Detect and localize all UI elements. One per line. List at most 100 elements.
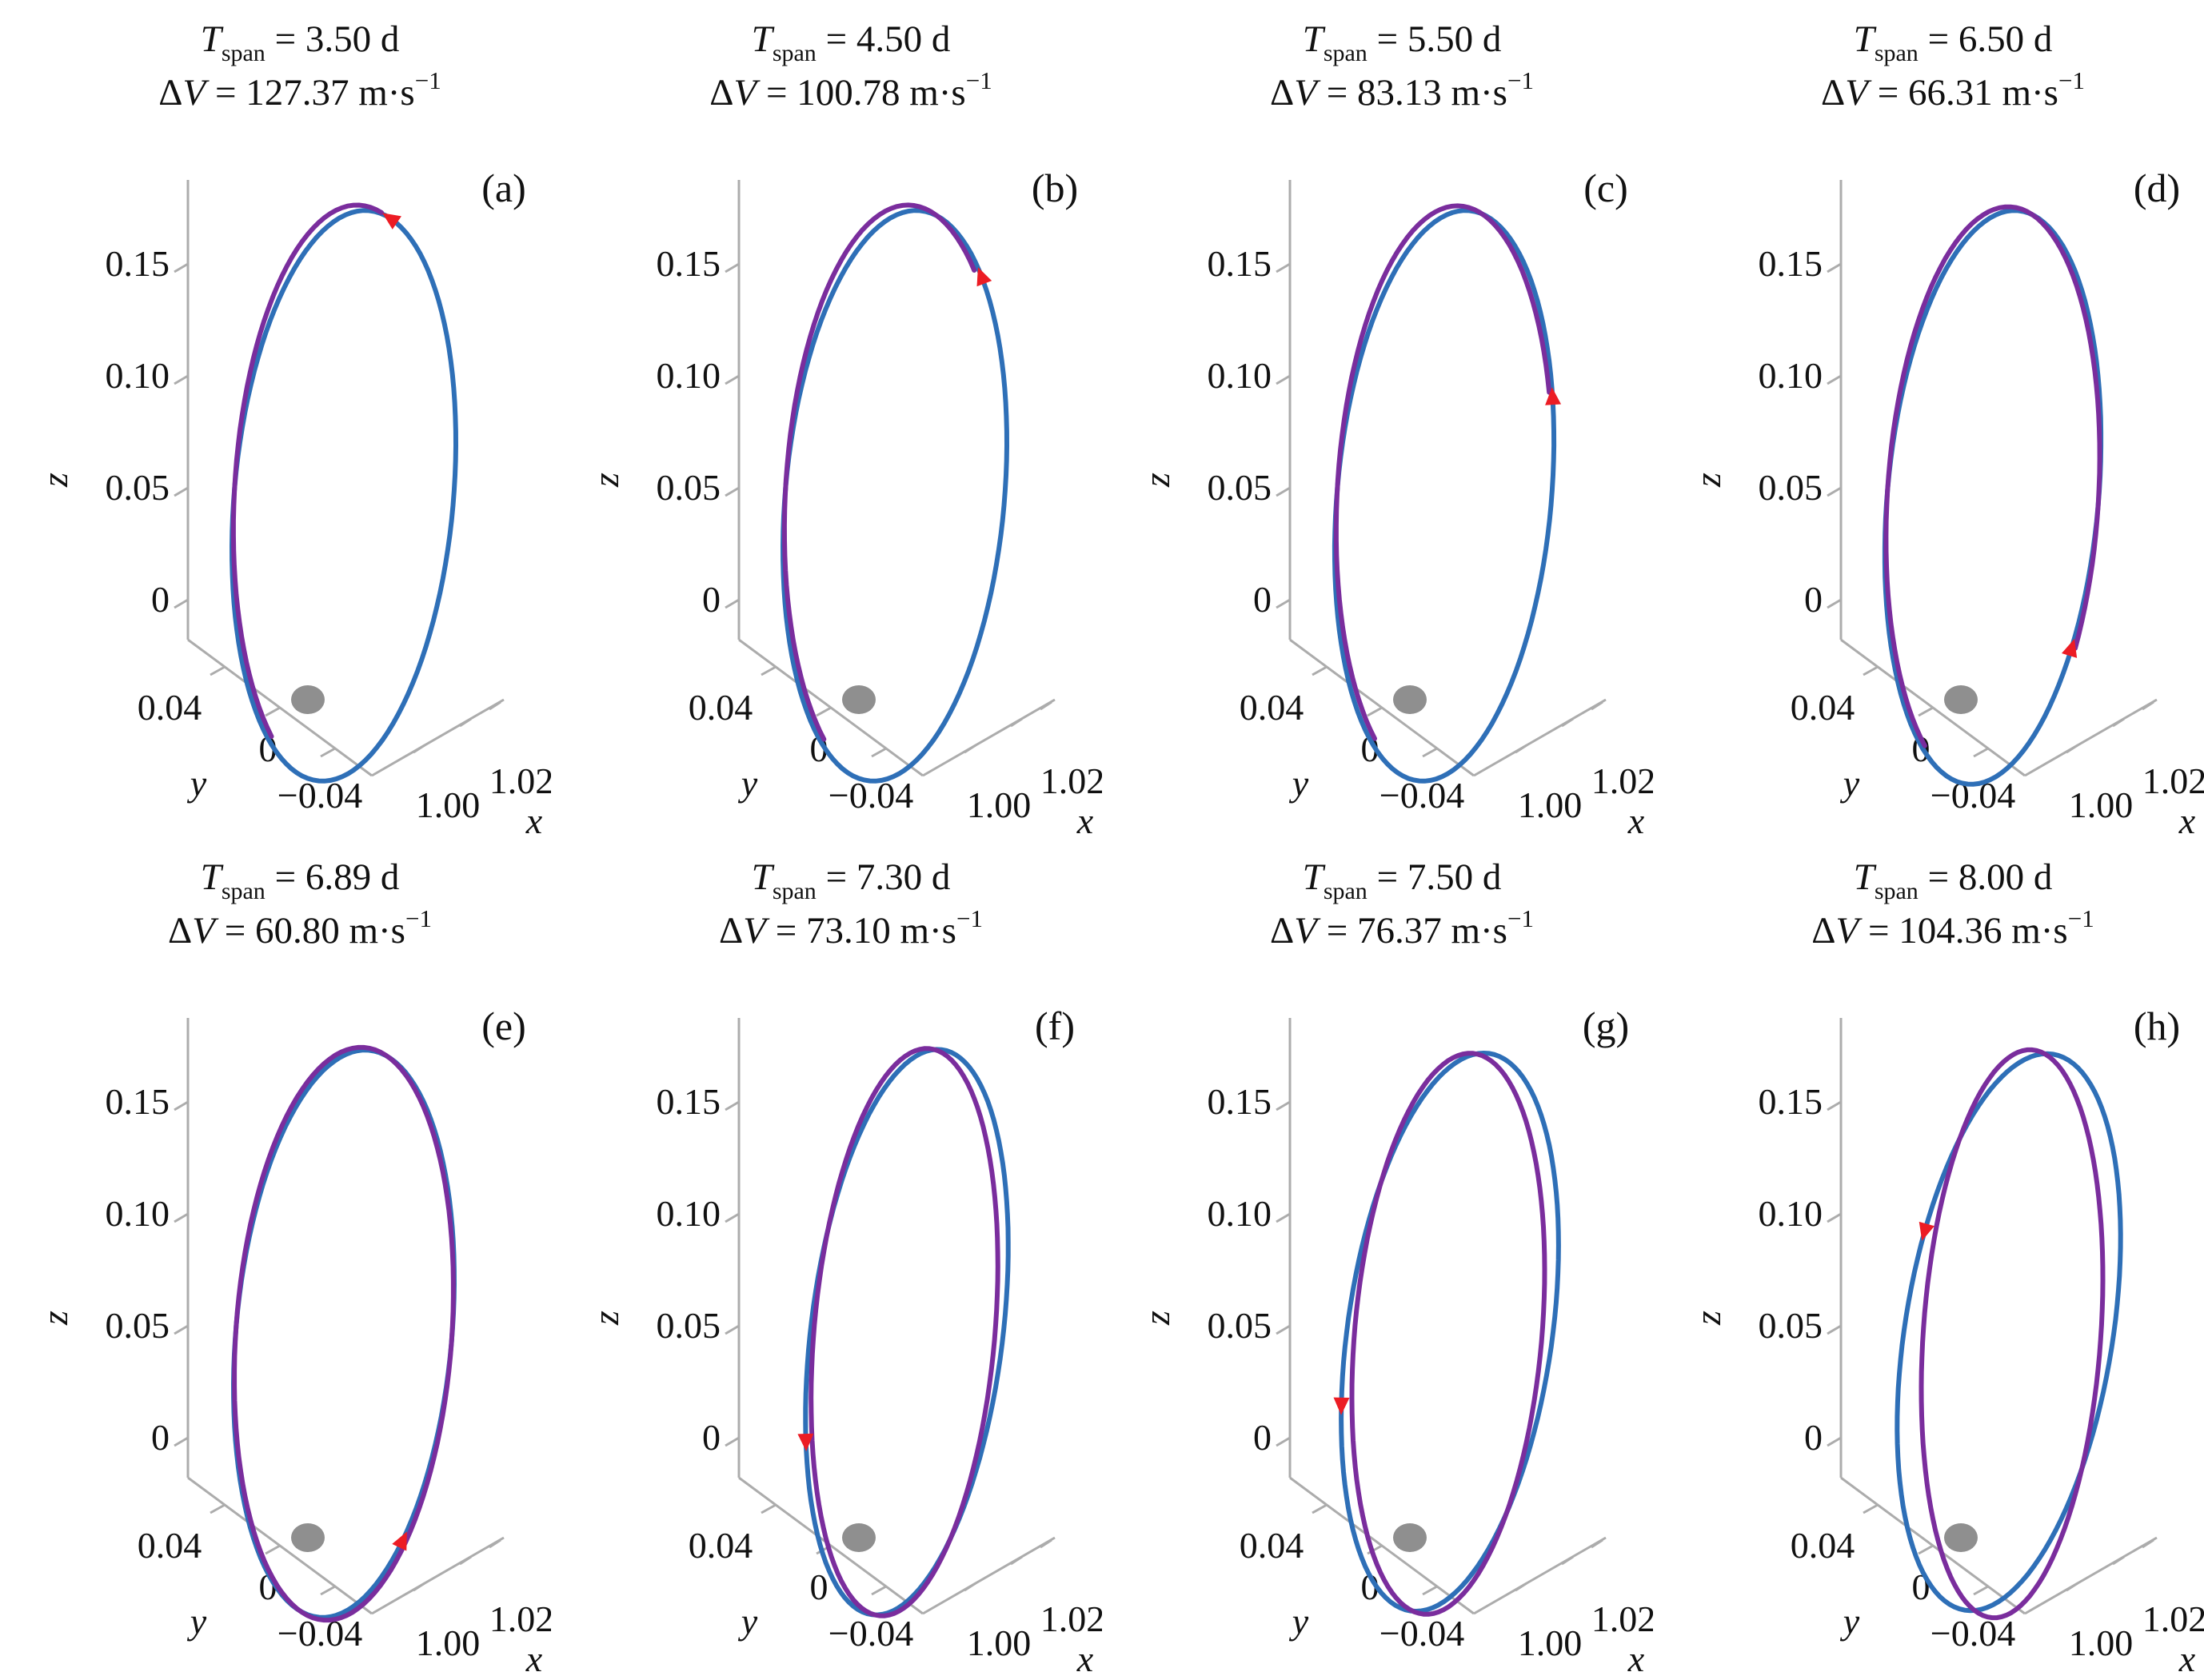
subplot-c: Tspan = 5.50 d ΔV = 83.13 m·s−1 (c) 0.15… (1102, 0, 1655, 841)
subplot-e: Tspan = 6.89 d ΔV = 60.80 m·s−1 (e) 0.15… (0, 838, 553, 1679)
maneuver-marker-icon (382, 213, 401, 229)
x-axis-ticks (2066, 700, 2154, 754)
y-axis-label: y (1840, 763, 1860, 804)
y-tick-label: 0.04 (1240, 1525, 1304, 1566)
z-tick-label: 0.15 (1208, 1081, 1272, 1122)
z-axis-ticks (1276, 262, 1291, 609)
x-tick-label: 1.02 (1040, 760, 1102, 801)
moon-icon (842, 685, 876, 714)
z-tick-label: 0.15 (657, 243, 721, 284)
subplot-title-tspan: Tspan = 6.50 d (1854, 18, 2053, 66)
z-axis-label: z (1136, 1311, 1177, 1326)
z-tick-label: 0 (1804, 1417, 1823, 1458)
moon-icon (291, 1523, 325, 1552)
y-tick-label: −0.04 (1379, 1613, 1464, 1654)
x-axis-label: x (525, 1638, 543, 1676)
z-axis-label: z (1687, 473, 1728, 488)
y-axis-ticks (1312, 1503, 1438, 1596)
x-tick-label: 1.00 (1518, 1622, 1583, 1663)
maneuver-marker-icon (976, 267, 992, 287)
z-tick-label: 0.05 (657, 1305, 721, 1346)
subplot-title-tspan: Tspan = 5.50 d (1303, 18, 1502, 66)
z-tick-label: 0.05 (1208, 467, 1272, 508)
z-tick-label: 0.05 (106, 467, 170, 508)
z-axis-ticks (1827, 262, 1842, 609)
subplot-canvas: Tspan = 3.50 d ΔV = 127.37 m·s−1 (a) 0.1… (34, 18, 553, 841)
panel-letter: (c) (1583, 166, 1628, 210)
y-tick-label: 0 (1361, 1566, 1379, 1607)
z-tick-label: 0 (151, 579, 170, 620)
x-tick-label: 1.02 (2142, 760, 2204, 801)
maneuver-marker-icon (1919, 1221, 1934, 1241)
x-axis-ticks (964, 700, 1052, 754)
subplot-d: Tspan = 6.50 d ΔV = 66.31 m·s−1 (d) 0.15… (1653, 0, 2204, 841)
subplot-title-tspan: Tspan = 6.89 d (201, 856, 400, 904)
y-axis-ticks (1312, 665, 1438, 758)
y-axis-label: y (1289, 763, 1309, 804)
x-axis-label: x (1076, 800, 1094, 838)
halo-orbit-path (230, 1048, 457, 1620)
subplot-title-deltav: ΔV = 60.80 m·s−1 (168, 904, 432, 952)
x-axis-label: x (2178, 800, 2196, 838)
axes-frame (1276, 180, 1607, 777)
x-axis-label: x (1627, 1638, 1645, 1676)
y-tick-label: 0 (259, 728, 277, 769)
x-axis-ticks (2066, 1538, 2154, 1592)
z-axis-label: z (585, 1311, 626, 1326)
subplot-f: Tspan = 7.30 d ΔV = 73.10 m·s−1 (f) 0.15… (551, 838, 1104, 1679)
subplot-title-deltav: ΔV = 66.31 m·s−1 (1821, 66, 2085, 114)
subplot-title-deltav: ΔV = 104.36 m·s−1 (1811, 904, 2094, 952)
x-tick-label: 1.02 (489, 760, 551, 801)
axes-frame (725, 180, 1056, 777)
y-axis-ticks (761, 665, 887, 758)
halo-orbit-path (780, 208, 1010, 784)
orbit-curves (230, 1044, 457, 1623)
z-tick-label: 0.10 (657, 1193, 721, 1234)
orbit-curves (1882, 204, 2104, 787)
maneuver-marker-icon (1333, 1397, 1350, 1415)
z-tick-label: 0 (1804, 579, 1823, 620)
orbit-curves (1339, 1050, 1561, 1617)
subplot-b: Tspan = 4.50 d ΔV = 100.78 m·s−1 (b) 0.1… (551, 0, 1104, 841)
halo-orbit-path (1332, 208, 1557, 784)
y-tick-label: 0.04 (1791, 1525, 1855, 1566)
z-axis-label: z (34, 473, 75, 488)
y-axis-ticks (210, 665, 336, 758)
transfer-trajectory-path (230, 202, 385, 739)
subplot-canvas: Tspan = 7.50 d ΔV = 76.37 m·s−1 (g) 0.15… (1136, 856, 1655, 1679)
transfer-trajectory-path (1349, 1051, 1547, 1617)
z-tick-label: 0.10 (1759, 355, 1823, 396)
axes-frame (174, 180, 505, 777)
y-tick-label: 0 (810, 1566, 828, 1607)
y-axis-label: y (738, 763, 758, 804)
panel-letter: (b) (1032, 166, 1078, 210)
subplot-title-deltav: ΔV = 100.78 m·s−1 (709, 66, 992, 114)
transfer-trajectory-path (781, 202, 977, 742)
panel-letter: (d) (2134, 166, 2180, 210)
orbit-curves (780, 202, 1010, 784)
z-tick-label: 0.10 (1208, 355, 1272, 396)
orbit-curves (229, 202, 459, 784)
y-tick-label: 0.04 (689, 687, 753, 728)
x-tick-label: 1.02 (489, 1598, 551, 1639)
x-tick-label: 1.00 (2069, 1622, 2134, 1663)
y-tick-label: 0.04 (1791, 687, 1855, 728)
x-tick-label: 1.00 (967, 1622, 1032, 1663)
moon-icon (1393, 1523, 1427, 1552)
z-axis-label: z (585, 473, 626, 488)
x-axis-ticks (1515, 700, 1603, 754)
z-tick-label: 0 (1253, 1417, 1272, 1458)
x-axis-label: x (2178, 1638, 2196, 1676)
z-tick-label: 0.05 (1759, 1305, 1823, 1346)
y-tick-label: 0.04 (138, 687, 202, 728)
subplot-title-tspan: Tspan = 3.50 d (201, 18, 400, 66)
subplot-h: Tspan = 8.00 d ΔV = 104.36 m·s−1 (h) 0.1… (1653, 838, 2204, 1679)
x-axis-line (371, 698, 505, 777)
x-axis-line (922, 1536, 1056, 1615)
subplot-canvas: Tspan = 7.30 d ΔV = 73.10 m·s−1 (f) 0.15… (585, 856, 1104, 1679)
x-axis-ticks (1515, 1538, 1603, 1592)
subplot-title-tspan: Tspan = 7.50 d (1303, 856, 1502, 904)
z-axis-ticks (1827, 1100, 1842, 1447)
subplot-canvas: Tspan = 6.50 d ΔV = 66.31 m·s−1 (d) 0.15… (1687, 18, 2204, 841)
orbit-curves (1895, 1047, 2123, 1621)
